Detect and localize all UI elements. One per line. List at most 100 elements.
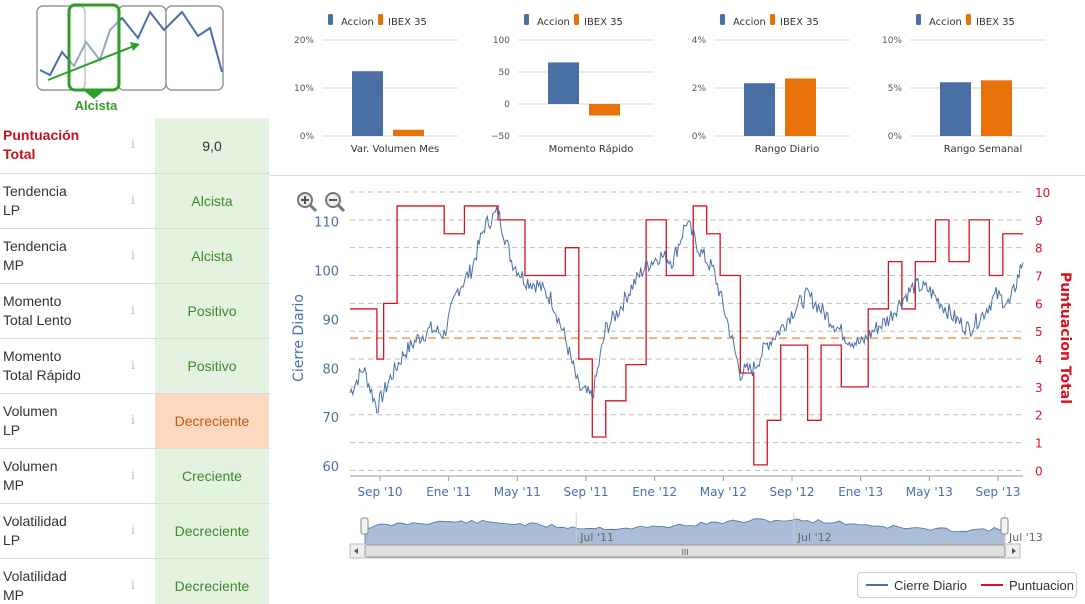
scrollbar-thumb[interactable] bbox=[364, 544, 1006, 558]
info-icon[interactable]: i bbox=[131, 358, 135, 372]
info-icon[interactable]: i bbox=[131, 137, 135, 151]
score-volumen-mp-label-line1: Volumen bbox=[3, 458, 58, 474]
score-volatilidad-lp-info[interactable]: i bbox=[120, 504, 155, 558]
navigator-handle-right[interactable] bbox=[1000, 517, 1009, 535]
navigator[interactable]: Jul '11 Jul '12 Jul '13 bbox=[360, 513, 1043, 545]
score-volumen-lp-label-line2: LP bbox=[3, 422, 21, 438]
mini-ytick: 20% bbox=[294, 36, 314, 46]
legend-price[interactable]: Cierre Diario bbox=[866, 578, 967, 593]
score-volumen-mp-info[interactable]: i bbox=[120, 449, 155, 503]
trend-thumb-right bbox=[165, 5, 224, 91]
legend-accion-swatch bbox=[524, 14, 529, 25]
navigator-handle-left[interactable] bbox=[360, 517, 369, 535]
score-tendencia-mp-info[interactable]: i bbox=[120, 229, 155, 283]
zoom-in-handle[interactable] bbox=[308, 203, 318, 213]
main-y2tick: 1 bbox=[1035, 437, 1043, 451]
trend-thumb-left bbox=[36, 5, 86, 91]
info-icon[interactable]: i bbox=[131, 248, 135, 262]
bar-ibex[interactable] bbox=[785, 78, 816, 136]
score-volatilidad-mp-value: Decreciente bbox=[155, 559, 269, 604]
score-total-info[interactable]: i bbox=[120, 118, 155, 173]
mini-legend: Accion IBEX 35 bbox=[524, 14, 623, 28]
bar-accion[interactable] bbox=[352, 71, 383, 136]
score-volatilidad-mp-row: Volatilidad MP i Decreciente bbox=[0, 559, 270, 604]
mini-ytick: 0 bbox=[504, 100, 510, 110]
main-y2tick: 9 bbox=[1035, 214, 1043, 228]
score-volatilidad-lp-label: Volatilidad LP bbox=[0, 504, 120, 558]
navigator-scrollbar[interactable]: III bbox=[349, 543, 1021, 559]
score-volumen-mp-value: Creciente bbox=[155, 449, 269, 503]
main-xtick: Sep '12 bbox=[770, 485, 815, 499]
main-y2tick: 0 bbox=[1035, 464, 1043, 478]
score-volatilidad-mp-label: Volatilidad MP bbox=[0, 559, 120, 604]
main-y2tick: 6 bbox=[1035, 297, 1043, 311]
mini-svg: Accion IBEX 35 4% 2% 0% Rango Diario bbox=[692, 14, 850, 155]
zoom-out-handle[interactable] bbox=[336, 203, 346, 213]
main-legend: Cierre Diario Puntuacion bbox=[857, 572, 1077, 598]
main-y2tick: 3 bbox=[1035, 381, 1043, 395]
bar-ibex[interactable] bbox=[981, 80, 1012, 136]
score-tendencia-mp-label-line1: Tendencia bbox=[3, 238, 67, 254]
zoom-in-icon[interactable] bbox=[297, 192, 318, 213]
main-ytick: 70 bbox=[322, 411, 339, 426]
info-icon[interactable]: i bbox=[131, 303, 135, 317]
trend-thumb-selected[interactable] bbox=[67, 3, 121, 92]
mini-ytick: 2% bbox=[692, 84, 707, 94]
main-xtick: Ene '11 bbox=[426, 485, 471, 499]
info-icon[interactable]: i bbox=[131, 413, 135, 427]
score-momento-rapido-label-line1: Momento bbox=[3, 348, 62, 364]
score-tendencia-lp-label-line2: LP bbox=[3, 202, 21, 218]
trend-thumbnails bbox=[36, 3, 224, 99]
info-icon[interactable]: i bbox=[131, 193, 135, 207]
score-momento-lento-info[interactable]: i bbox=[120, 284, 155, 338]
bar-ibex[interactable] bbox=[393, 129, 424, 136]
info-icon[interactable]: i bbox=[131, 523, 135, 537]
score-tendencia-lp-info[interactable]: i bbox=[120, 174, 155, 228]
score-tendencia-mp-label-line2: MP bbox=[3, 257, 24, 273]
main-xtick: May '13 bbox=[906, 485, 953, 499]
bar-accion[interactable] bbox=[548, 62, 579, 104]
score-volatilidad-lp-label-line1: Volatilidad bbox=[3, 513, 67, 529]
score-volumen-lp-info[interactable]: i bbox=[120, 394, 155, 448]
mini-svg: Accion IBEX 35 10% 5% 0% Rango Semanal bbox=[882, 14, 1046, 155]
score-volumen-lp-value: Decreciente bbox=[155, 394, 269, 448]
legend-score[interactable]: Puntuacion bbox=[980, 577, 1075, 593]
bar-accion[interactable] bbox=[940, 82, 971, 136]
score-momento-rapido-value: Positivo bbox=[155, 339, 269, 393]
score-tendencia-mp-row: Tendencia MP i Alcista bbox=[0, 229, 270, 284]
mini-ytick: 5% bbox=[888, 84, 903, 94]
score-series-line[interactable] bbox=[350, 205, 1023, 466]
score-volumen-mp-row: Volumen MP i Creciente bbox=[0, 449, 270, 504]
scroll-right-icon[interactable] bbox=[1012, 548, 1016, 554]
navigator-label: Jul '12 bbox=[797, 531, 832, 544]
info-icon[interactable]: i bbox=[131, 468, 135, 482]
main-ytick: 80 bbox=[322, 362, 339, 377]
score-volumen-mp-label: Volumen MP bbox=[0, 449, 120, 503]
main-ytick: 110 bbox=[314, 215, 339, 230]
scroll-left-icon[interactable] bbox=[354, 548, 358, 554]
price-series-line[interactable] bbox=[349, 206, 1024, 414]
legend-score-label: Puntuacion bbox=[1008, 577, 1075, 593]
score-momento-lento-label: Momento Total Lento bbox=[0, 284, 120, 338]
trend-line bbox=[39, 10, 223, 77]
score-momento-rapido-label: Momento Total Rápido bbox=[0, 339, 120, 393]
main-y2tick: 8 bbox=[1035, 242, 1043, 256]
score-momento-rapido-info[interactable]: i bbox=[120, 339, 155, 393]
legend-ibex-swatch bbox=[966, 14, 971, 25]
trend-arrow-line bbox=[47, 45, 135, 81]
mini-title: Rango Semanal bbox=[944, 144, 1022, 155]
zoom-out-icon[interactable] bbox=[325, 192, 346, 213]
main-xtick: Ene '12 bbox=[632, 485, 677, 499]
main-y2tick: 5 bbox=[1035, 325, 1043, 339]
score-volatilidad-mp-info[interactable]: i bbox=[120, 559, 155, 604]
main-ytick: 90 bbox=[322, 313, 339, 328]
bar-accion[interactable] bbox=[744, 83, 775, 136]
score-momento-rapido-row: Momento Total Rápido i Positivo bbox=[0, 339, 270, 394]
legend-score-swatch bbox=[980, 584, 1003, 586]
legend-accion-label: Accion bbox=[733, 17, 766, 28]
mini-svg: Accion IBEX 35 20% 10% 0% Var. Volumen Mes bbox=[294, 14, 458, 155]
info-icon[interactable]: i bbox=[131, 578, 135, 592]
score-volatilidad-mp-label-line2: MP bbox=[3, 587, 24, 603]
bar-ibex[interactable] bbox=[589, 104, 620, 116]
